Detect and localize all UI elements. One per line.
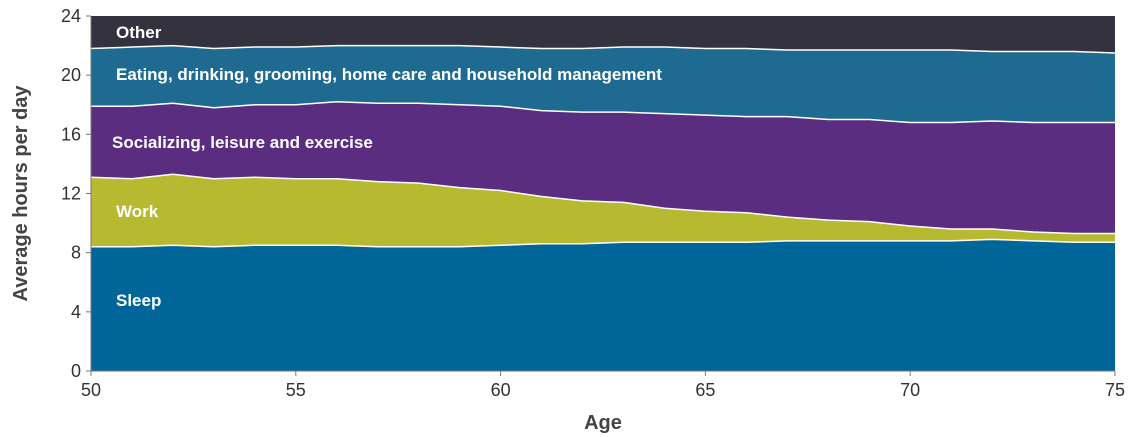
area-sleep	[91, 239, 1115, 371]
y-tick-label: 8	[71, 243, 81, 263]
band-label-eating-drinking-grooming-home-care-and-household-management: Eating, drinking, grooming, home care an…	[116, 65, 662, 84]
band-label-other: Other	[116, 23, 162, 42]
band-label-socializing-leisure-and-exercise: Socializing, leisure and exercise	[112, 133, 373, 152]
x-tick-label: 65	[695, 380, 715, 400]
x-axis-title: Age	[584, 412, 622, 434]
y-tick-label: 20	[61, 65, 81, 85]
x-axis: 50 55 60 65 70 75	[81, 371, 1125, 400]
y-tick-label: 4	[71, 302, 81, 322]
area-socializing-leisure-and-exercise	[91, 101, 1115, 234]
x-tick-label: 55	[286, 380, 306, 400]
area-work	[91, 174, 1115, 247]
y-tick-label: 16	[61, 124, 81, 144]
boundary-sleep	[91, 238, 1115, 248]
area-other	[91, 16, 1115, 53]
x-tick-label: 50	[81, 380, 101, 400]
band-label-work: Work	[116, 202, 159, 221]
y-tick-label: 24	[61, 6, 81, 26]
area-layer	[90, 16, 1116, 371]
boundary-eating-drinking-grooming-home-care-and-household-management	[90, 44, 1116, 54]
area-eating-drinking-grooming-home-care-and-household-management	[91, 45, 1115, 123]
boundary-work	[90, 173, 1115, 235]
y-axis-title: Average hours per day	[10, 85, 32, 302]
y-axis: 0 4 8 12 16 20 24	[61, 6, 91, 381]
x-tick-label: 60	[491, 380, 511, 400]
y-tick-label: 12	[61, 184, 81, 204]
y-tick-label: 0	[71, 361, 81, 381]
band-label-sleep: Sleep	[116, 291, 161, 310]
x-tick-label: 75	[1105, 380, 1125, 400]
x-tick-label: 70	[900, 380, 920, 400]
band-labels: Sleep Work Socializing, leisure and exerci…	[112, 23, 662, 310]
boundary-socializing-leisure-and-exercise	[91, 101, 1115, 124]
